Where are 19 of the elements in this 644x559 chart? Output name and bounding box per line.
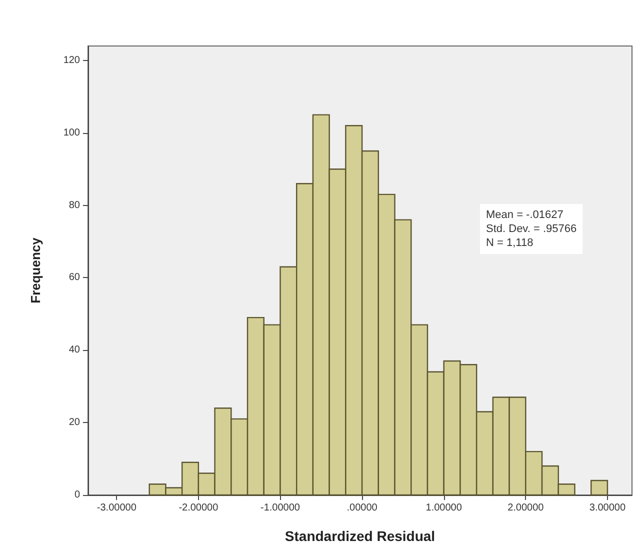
y-tick-label: 80 (68, 200, 80, 211)
y-tick-label: 20 (68, 417, 80, 428)
x-tick-label: 1.00000 (426, 502, 462, 514)
x-tick-label: 2.00000 (508, 502, 544, 514)
y-tick-label: 100 (63, 127, 80, 138)
x-tick-label: -2.00000 (178, 502, 219, 514)
y-tick-label: 40 (68, 344, 80, 356)
x-tick-label: -1.00000 (260, 502, 300, 514)
y-tick-label: 0 (74, 490, 80, 500)
x-tick-label: 3.00000 (589, 502, 626, 514)
x-tick-label: -3.00000 (96, 502, 137, 514)
y-tick-label: 60 (68, 272, 80, 284)
annotation: Mean = -.01627 (486, 209, 564, 221)
y-axis-title: Frequency (28, 236, 43, 304)
x-axis-title: Standardized Residual (284, 528, 436, 544)
annotation: Std. Dev. = .95766 (486, 223, 577, 235)
annotation: N = 1,118 (486, 237, 534, 249)
x-tick-label: .00000 (346, 502, 378, 514)
y-tick-label: 120 (63, 54, 80, 66)
